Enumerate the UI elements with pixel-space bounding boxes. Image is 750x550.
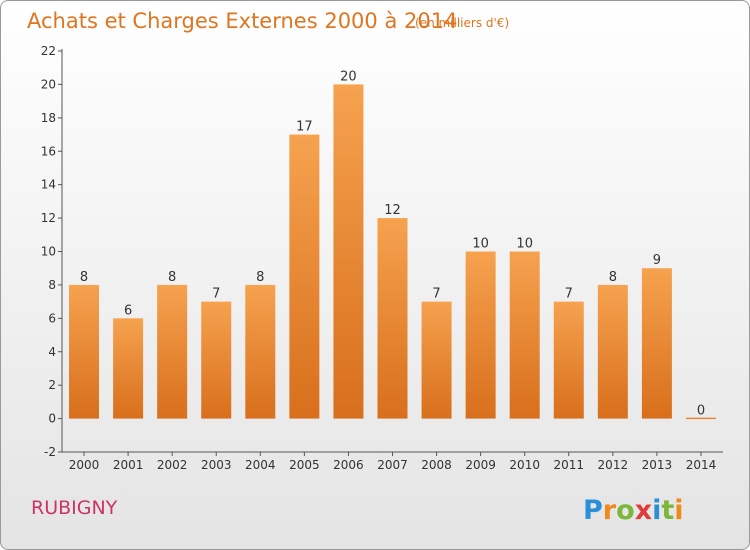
bar-value-label-2008: 7 (432, 287, 440, 302)
bar-value-label-2002: 8 (168, 270, 176, 285)
bar-value-label-2013: 9 (653, 253, 661, 268)
x-tick-label-2000: 2000 (69, 458, 100, 472)
x-ticks: 2000 2001 2002 2003 2004 2005 2006 2007 2008 2009… (69, 452, 716, 472)
y-tick-label: 10 (41, 245, 56, 259)
x-tick-label-2005: 2005 (289, 458, 320, 472)
bar-2014 (685, 417, 716, 420)
bar-2001 (113, 318, 144, 419)
bar-2008 (421, 301, 452, 419)
x-tick-label-2013: 2013 (642, 458, 673, 472)
x-tick-label-2008: 2008 (421, 458, 452, 472)
bar-value-label-2005: 17 (296, 120, 313, 135)
x-tick-label-2009: 2009 (465, 458, 496, 472)
y-tick-label: -2 (44, 445, 56, 459)
bar-2010 (509, 251, 540, 419)
bar-value-label-2007: 12 (384, 203, 401, 218)
y-tick-label: 18 (41, 111, 56, 125)
svg-text:Proxiti: Proxiti (583, 495, 684, 526)
bar-2007 (377, 218, 408, 419)
bar-value-label-2000: 8 (80, 270, 88, 285)
x-tick-label-2002: 2002 (157, 458, 188, 472)
bar-2000 (69, 284, 100, 419)
bar-2004 (245, 284, 276, 419)
bars: 8 6 8 7 8 17 20 12 7 10 10 7 8 9 0 (69, 69, 716, 420)
bar-2003 (201, 301, 232, 419)
y-tick-label: 0 (48, 412, 56, 426)
bar-value-label-2010: 10 (516, 237, 533, 252)
y-ticks: -2 0 2 4 6 8 10 12 14 16 18 20 22 (41, 44, 62, 459)
bar-value-label-2012: 8 (609, 270, 617, 285)
y-tick-label: 2 (48, 378, 56, 392)
bar-2002 (157, 284, 188, 419)
bar-2009 (465, 251, 496, 419)
bar-value-label-2014: 0 (697, 404, 705, 419)
x-tick-label-2012: 2012 (598, 458, 629, 472)
bar-value-label-2009: 10 (472, 237, 489, 252)
brand-logo: Proxiti (583, 495, 684, 526)
x-tick-label-2001: 2001 (113, 458, 144, 472)
bar-value-label-2001: 6 (124, 303, 132, 318)
place-name: RUBIGNY (31, 497, 118, 519)
bar-value-label-2011: 7 (565, 287, 573, 302)
y-tick-label: 6 (48, 311, 56, 325)
y-tick-label: 8 (48, 278, 56, 292)
bar-2005 (289, 134, 320, 419)
bar-2013 (641, 268, 672, 419)
chart-title: Achats et Charges Externes 2000 à 2014 (27, 9, 457, 33)
x-tick-label-2011: 2011 (553, 458, 584, 472)
y-tick-label: 22 (41, 44, 56, 58)
bar-value-label-2004: 8 (256, 270, 264, 285)
bar-value-label-2006: 20 (340, 69, 357, 84)
x-tick-label-2003: 2003 (201, 458, 232, 472)
y-tick-label: 12 (41, 211, 56, 225)
chart-unit: (en milliers d'€) (415, 16, 509, 30)
y-tick-label: 4 (48, 345, 56, 359)
x-tick-label-2007: 2007 (377, 458, 408, 472)
x-tick-label-2004: 2004 (245, 458, 276, 472)
x-tick-label-2014: 2014 (686, 458, 717, 472)
bar-2006 (333, 84, 364, 419)
y-tick-label: 14 (41, 178, 56, 192)
x-tick-label-2010: 2010 (509, 458, 540, 472)
bar-value-label-2003: 7 (212, 287, 220, 302)
y-tick-label: 20 (41, 77, 56, 91)
bar-2011 (553, 301, 584, 419)
x-tick-label-2006: 2006 (333, 458, 364, 472)
y-tick-label: 16 (41, 144, 56, 158)
bar-2012 (597, 284, 628, 419)
